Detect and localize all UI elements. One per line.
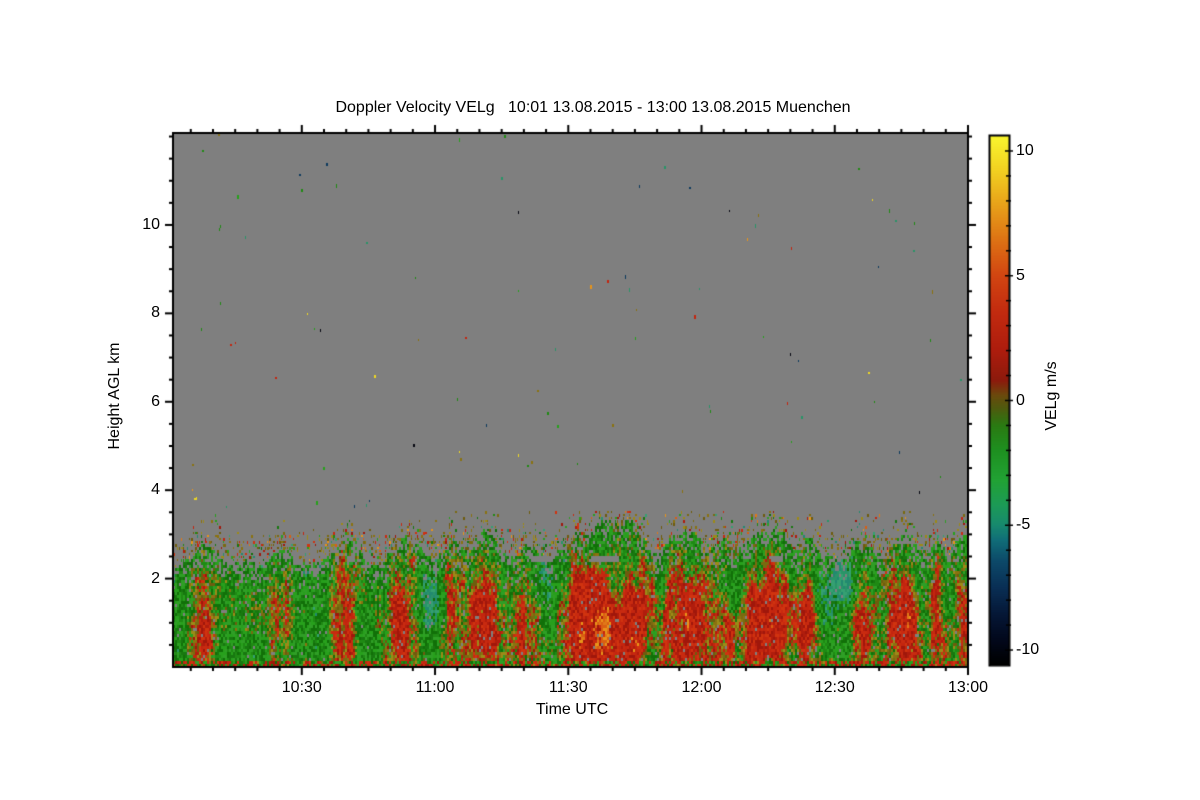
x-tick-label: 11:30 [548,679,588,696]
y-tick-label: 6 [151,392,160,410]
x-tick-label: 13:00 [947,679,989,696]
y-tick-label: 2 [151,569,160,587]
colorbar-tick-label: 0 [1016,391,1025,409]
colorbar-tick-label: 5 [1016,266,1025,284]
colorbar-label: VELg m/s [1043,361,1060,431]
x-axis-label: Time UTC [535,701,609,718]
x-tick-label: 12:00 [681,679,722,696]
y-tick-label: 8 [151,304,160,322]
colorbar-tick-label: 10 [1016,141,1034,159]
x-tick-label: 12:30 [814,679,855,696]
chart-title: Doppler Velocity VELg 10:01 13.08.2015 -… [335,99,851,116]
colorbar-tick-label: -5 [1016,516,1031,534]
colorbar-gradient [990,136,1009,665]
y-tick-label: 10 [142,215,160,233]
x-tick-label: 11:00 [415,679,455,696]
y-tick-label: 4 [151,481,160,499]
colorbar-tick-label: -10 [1016,641,1040,659]
velocity-heatmap [173,133,968,667]
x-tick-label: 10:30 [281,679,322,696]
